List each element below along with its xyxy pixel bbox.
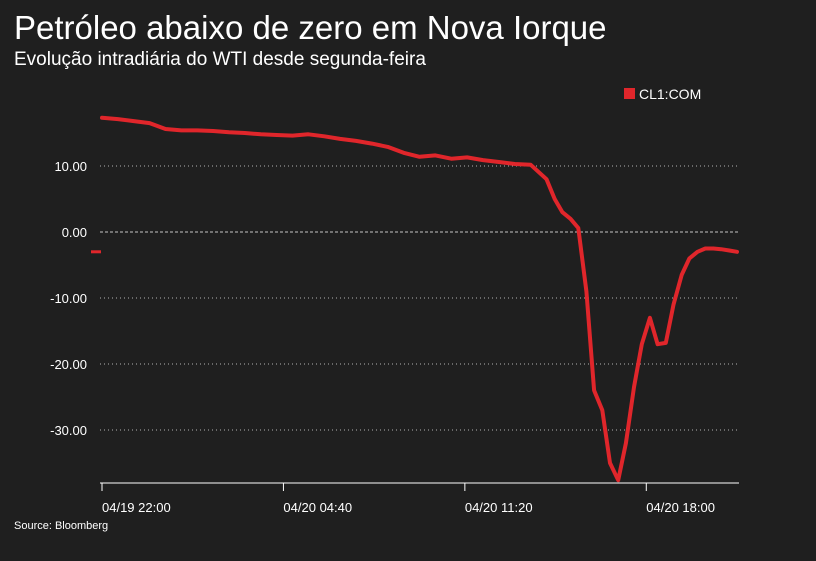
x-axis: 04/19 22:00 04/20 04:40 04/20 11:20 04/20 1…: [100, 482, 739, 515]
source-note: Source: Bloomberg: [14, 520, 109, 532]
series-layer: [91, 115, 739, 483]
legend-swatch: [624, 88, 635, 99]
x-tick-label: 04/20 11:20: [465, 500, 533, 515]
x-tick-label: 04/19 22:00: [102, 500, 171, 515]
y-tick-label: -30.00: [50, 423, 87, 438]
x-tick-label: 04/20 18:00: [646, 500, 715, 515]
y-tick-label: 0.00: [62, 225, 87, 240]
series-line-cl1: [100, 115, 739, 483]
y-tick-label: -20.00: [50, 357, 87, 372]
y-tick-label: 10.00: [54, 159, 87, 174]
legend-label: CL1:COM: [639, 86, 701, 102]
x-tick-label: 04/20 04:40: [283, 500, 352, 515]
chart-subtitle: Evolução intradiária do WTI desde segund…: [14, 49, 426, 70]
chart-title: Petróleo abaixo de zero em Nova Iorque: [14, 9, 607, 46]
y-tick-label: -10.00: [50, 291, 87, 306]
y-tick-labels: 10.00 0.00 -10.00 -20.00 -30.00: [50, 159, 87, 438]
legend: CL1:COM: [624, 86, 701, 102]
grid-lines: [100, 165, 739, 431]
